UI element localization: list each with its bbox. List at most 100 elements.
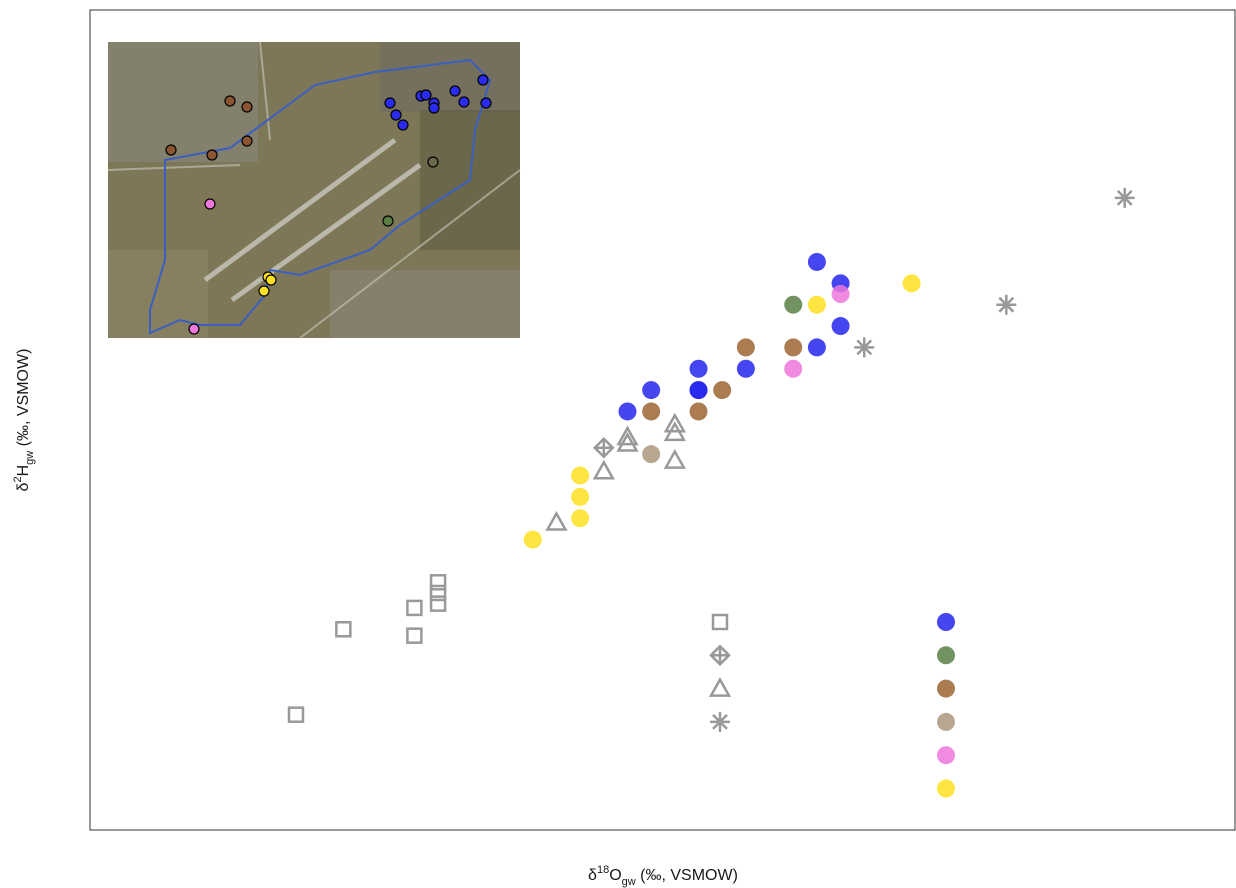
point — [523, 530, 542, 549]
legend-key — [937, 646, 955, 665]
legend-key — [708, 677, 732, 697]
point — [663, 412, 686, 433]
axis-title-part: O — [609, 867, 621, 884]
point — [807, 252, 826, 271]
marker-part — [784, 359, 803, 378]
point — [429, 595, 447, 612]
marker-part — [713, 381, 732, 400]
marker-part — [571, 487, 590, 506]
point — [736, 338, 755, 357]
point — [335, 621, 352, 638]
marker-part — [807, 252, 826, 271]
legend-key — [937, 613, 955, 631]
legend-key — [937, 746, 955, 765]
marker-part — [429, 584, 447, 602]
marker-part — [429, 595, 447, 612]
marker-part — [708, 677, 732, 697]
point — [616, 425, 639, 446]
point — [784, 359, 803, 378]
marker-part — [571, 466, 590, 485]
legend-key — [937, 712, 955, 731]
marker-part — [937, 646, 955, 665]
point — [406, 627, 423, 644]
marker-part — [902, 274, 921, 293]
axis-title-part: δ — [15, 482, 32, 491]
marker-part — [642, 402, 661, 421]
point — [784, 295, 803, 314]
axis-title-part: δ — [588, 867, 597, 884]
point — [902, 274, 921, 293]
axis-title-part: (‰, VSMOW) — [15, 349, 32, 451]
point — [571, 466, 590, 485]
point — [663, 449, 686, 469]
legend-key — [710, 711, 730, 732]
marker-part — [831, 285, 850, 304]
point — [831, 285, 850, 304]
marker-part — [287, 706, 305, 723]
marker-part — [831, 317, 850, 336]
marker-part — [406, 599, 423, 617]
marker-part — [429, 574, 447, 591]
legend-key — [937, 679, 955, 698]
point — [854, 337, 875, 358]
marker-part — [996, 294, 1017, 315]
inset-map — [107, 41, 521, 339]
point — [663, 421, 686, 442]
marker-part — [545, 510, 568, 531]
marker-part — [854, 337, 875, 358]
point — [713, 381, 732, 400]
point — [593, 436, 615, 459]
point — [618, 402, 637, 421]
plot-border — [89, 9, 1236, 831]
axis-title-part: gw — [24, 451, 36, 465]
marker-part — [1114, 187, 1135, 208]
marker-part — [937, 779, 955, 798]
axis-title-part: gw — [622, 876, 636, 888]
y-label: δ2Hgw (‰, VSMOW) — [12, 349, 36, 492]
point — [429, 574, 447, 591]
marker-part — [736, 338, 755, 357]
marker-part — [663, 421, 686, 442]
marker-part — [642, 381, 661, 400]
point — [642, 445, 661, 464]
point — [689, 381, 708, 400]
axis-title-part: (‰, VSMOW) — [636, 867, 738, 884]
point — [429, 584, 447, 602]
marker-part — [736, 359, 755, 378]
point — [807, 295, 826, 314]
marker-part — [711, 646, 729, 665]
point — [545, 510, 568, 531]
marker-part — [523, 530, 542, 549]
marker-part — [807, 295, 826, 314]
point — [807, 338, 826, 357]
point — [287, 706, 305, 723]
marker-part — [616, 425, 639, 446]
marker-part — [592, 459, 615, 480]
marker-part — [689, 402, 708, 421]
point — [689, 402, 708, 421]
legend-key — [937, 779, 955, 798]
point — [736, 359, 755, 378]
point — [592, 459, 615, 480]
point — [642, 381, 661, 400]
point — [616, 431, 639, 452]
marker-part — [784, 295, 803, 314]
marker-part — [663, 449, 686, 469]
point — [784, 338, 803, 357]
point — [689, 359, 708, 378]
marker-part — [689, 381, 708, 400]
marker-part — [937, 613, 955, 631]
legend-key — [711, 613, 729, 631]
point — [642, 402, 661, 421]
marker-part — [689, 359, 708, 378]
x-label: δ18Ogw (‰, VSMOW) — [588, 864, 738, 888]
point — [406, 599, 423, 617]
marker-part — [335, 621, 352, 638]
point — [1114, 187, 1135, 208]
marker-part — [937, 746, 955, 765]
point — [571, 487, 590, 506]
marker-part — [663, 412, 686, 433]
marker-part — [616, 431, 639, 452]
marker-part — [710, 711, 730, 732]
